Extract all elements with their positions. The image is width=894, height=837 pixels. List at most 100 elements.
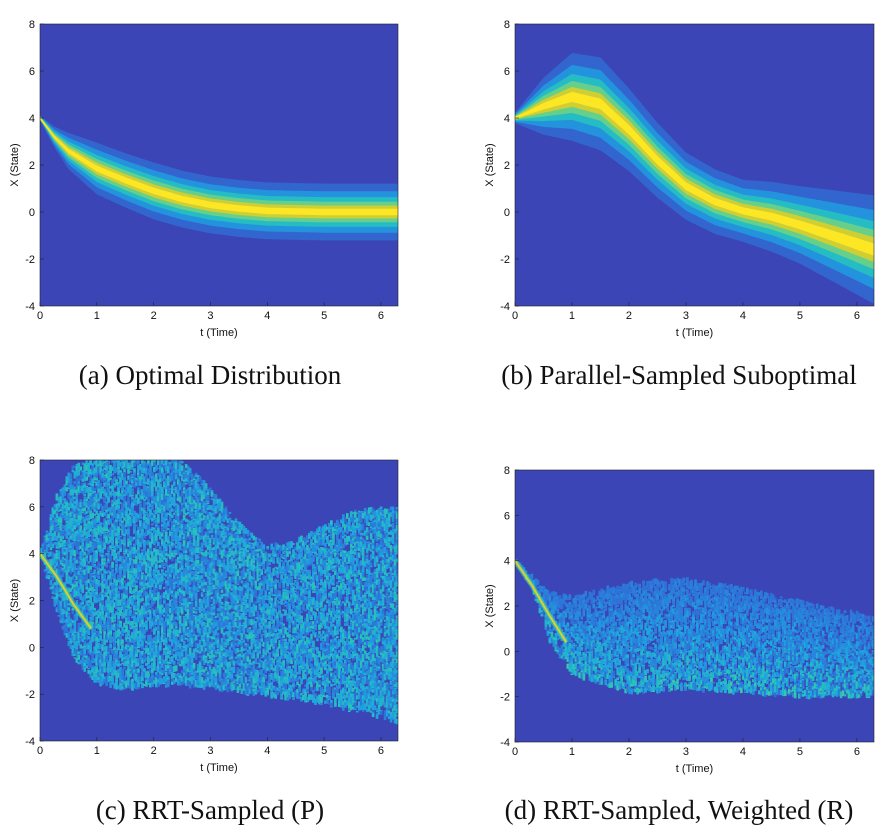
sample-cell xyxy=(117,541,120,543)
sample-cell xyxy=(75,536,79,541)
sample-cell xyxy=(69,498,73,503)
sample-cell xyxy=(113,625,116,631)
sample-cell xyxy=(97,513,100,517)
sample-cell xyxy=(121,582,124,590)
sample-cell xyxy=(109,654,112,662)
sample-cell xyxy=(117,655,120,660)
sample-cell xyxy=(97,464,100,469)
sample-cell xyxy=(83,482,87,489)
sample-cell xyxy=(137,498,140,504)
sample-cell xyxy=(115,611,118,615)
sample-cell xyxy=(49,540,53,546)
sample-cell xyxy=(135,653,138,657)
sample-cell xyxy=(131,482,134,487)
sample-cell xyxy=(145,624,148,631)
sample-cell xyxy=(95,677,98,681)
sample-cell xyxy=(109,641,112,644)
sample-cell xyxy=(51,533,55,539)
sample-cell xyxy=(105,586,108,593)
sample-cell xyxy=(95,643,98,651)
sample-cell xyxy=(127,514,130,519)
sample-cell xyxy=(119,624,122,628)
sample-cell xyxy=(121,687,124,690)
sample-cell xyxy=(81,519,85,523)
sample-cell xyxy=(69,521,73,527)
sample-cell xyxy=(101,528,104,534)
sample-cell xyxy=(119,583,122,587)
sample-cell xyxy=(137,561,140,566)
sample-cell xyxy=(103,628,106,630)
sample-cell xyxy=(125,649,128,653)
sample-cell xyxy=(125,465,128,469)
sample-cell xyxy=(137,604,140,607)
sample-cell xyxy=(115,653,118,660)
sample-cell xyxy=(143,628,146,635)
sample-cell xyxy=(47,575,51,578)
sample-cell xyxy=(85,564,89,571)
sample-cell xyxy=(87,469,91,475)
sample-cell xyxy=(93,591,96,597)
sample-cell xyxy=(97,614,100,619)
sample-cell xyxy=(65,553,69,561)
sample-cell xyxy=(47,542,51,548)
sample-cell xyxy=(59,614,63,621)
sample-cell xyxy=(69,570,73,575)
sample-cell xyxy=(107,607,110,611)
sample-cell xyxy=(127,499,130,504)
sample-cell xyxy=(111,468,114,471)
sample-cell xyxy=(111,532,114,539)
sample-cell xyxy=(97,630,100,638)
sample-cell xyxy=(81,576,85,580)
sample-cell xyxy=(115,590,118,593)
sample-cell xyxy=(101,470,104,475)
sample-cell xyxy=(89,595,93,602)
sample-cell xyxy=(103,570,106,576)
sample-cell xyxy=(73,486,77,490)
sample-cell xyxy=(117,614,120,619)
sample-cell xyxy=(93,575,96,582)
sample-cell xyxy=(103,463,106,469)
sample-cell xyxy=(53,536,57,541)
sample-cell xyxy=(83,643,87,648)
sample-cell xyxy=(119,573,122,580)
y-tick-label: 6 xyxy=(29,66,35,78)
sample-cell xyxy=(85,614,89,619)
sample-cell xyxy=(83,527,87,531)
sample-cell xyxy=(69,618,73,623)
sample-cell xyxy=(131,624,134,630)
sample-cell xyxy=(79,519,83,524)
sample-cell xyxy=(101,640,104,647)
sample-cell xyxy=(119,675,122,679)
sample-cell xyxy=(105,473,108,478)
sample-cell xyxy=(131,537,134,542)
sample-cell xyxy=(67,514,71,521)
sample-cell xyxy=(109,533,112,538)
sample-cell xyxy=(93,626,96,631)
sample-cell xyxy=(137,676,140,681)
sample-cell xyxy=(87,589,91,592)
sample-cell xyxy=(119,502,122,505)
sample-cell xyxy=(103,626,106,629)
sample-cell xyxy=(67,482,71,488)
sample-cell xyxy=(69,538,73,540)
sample-cell xyxy=(121,503,124,509)
sample-cell xyxy=(85,585,89,590)
sample-cell xyxy=(107,487,110,490)
sample-cell xyxy=(113,614,116,619)
sample-cell xyxy=(119,461,122,467)
sample-cell xyxy=(115,522,118,526)
sample-cell xyxy=(133,598,136,601)
sample-cell xyxy=(73,489,77,494)
sample-cell xyxy=(115,602,118,609)
sample-cell xyxy=(139,469,142,477)
sample-cell xyxy=(127,534,130,536)
sample-cell xyxy=(137,487,140,491)
sample-cell xyxy=(113,501,116,506)
sample-cell xyxy=(109,465,112,467)
sample-cell xyxy=(91,521,94,525)
sample-cell xyxy=(99,572,102,575)
sample-cell xyxy=(81,584,85,589)
sample-cell xyxy=(149,568,152,571)
sample-cell xyxy=(111,599,114,606)
sample-cell xyxy=(65,510,69,517)
